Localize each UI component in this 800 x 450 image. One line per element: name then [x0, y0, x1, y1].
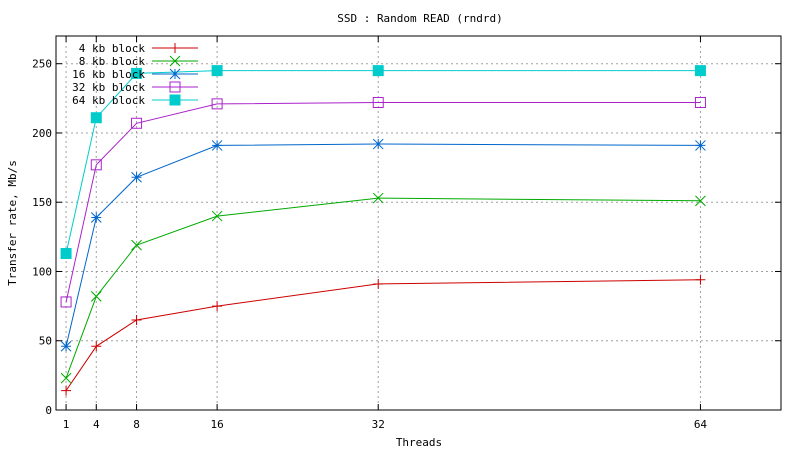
data-point [373, 278, 384, 289]
data-point [90, 212, 102, 223]
legend-marker [169, 68, 181, 80]
legend-label: 4 kb block [79, 42, 146, 55]
legend-label: 8 kb block [79, 55, 146, 68]
x-tick-label: 4 [93, 418, 100, 431]
data-point [372, 65, 384, 77]
legend-marker [170, 43, 180, 53]
legend-label: 64 kb block [72, 94, 145, 107]
x-tick-label: 1 [63, 418, 70, 431]
data-point [90, 159, 102, 171]
x-tick-label: 16 [210, 418, 223, 431]
x-tick-label: 64 [694, 418, 708, 431]
data-point [695, 195, 706, 207]
data-point [90, 112, 102, 124]
data-point [211, 210, 223, 222]
series-2 [60, 192, 706, 384]
data-point [211, 140, 223, 151]
x-tick-label: 8 [133, 418, 140, 431]
data-point [211, 98, 223, 110]
y-tick-label: 250 [32, 58, 52, 71]
legend-marker [169, 81, 181, 93]
data-point [131, 117, 143, 129]
series-3 [60, 138, 706, 352]
x-tick-label: 32 [372, 418, 385, 431]
legend-label: 16 kb block [72, 68, 145, 81]
series-1 [61, 274, 706, 396]
data-point [695, 274, 706, 285]
data-point [695, 140, 706, 151]
series-5 [60, 65, 706, 259]
chart-title: SSD : Random READ (rndrd) [337, 12, 503, 25]
data-point [60, 247, 72, 259]
data-point [90, 291, 102, 302]
data-point [372, 192, 384, 204]
legend-marker [169, 55, 181, 67]
plot-frame [55, 35, 782, 411]
y-tick-label: 200 [32, 127, 52, 140]
data-point [131, 239, 142, 251]
data-point [60, 372, 72, 384]
y-axis-label: Transfer rate, Mb/s [6, 160, 19, 286]
axes: 0 50 100 150 200 250 1 4 8 16 32 64 [32, 36, 781, 431]
legend-label: 32 kb block [72, 81, 145, 94]
data-point [61, 385, 72, 396]
data-point [131, 171, 142, 183]
x-axis-label: Threads [396, 436, 442, 449]
series-4 [60, 96, 706, 308]
series-line [65, 279, 701, 391]
data-point [131, 67, 143, 79]
y-tick-label: 0 [45, 404, 52, 417]
data-point [694, 96, 706, 108]
data-point [372, 96, 384, 108]
data-point [60, 340, 72, 352]
data-point [212, 301, 223, 312]
data-point [131, 314, 142, 325]
series-line [65, 102, 701, 303]
series-line [65, 143, 701, 347]
y-tick-label: 150 [32, 196, 52, 209]
y-tick-label: 50 [39, 335, 52, 348]
data-point [372, 138, 384, 150]
data-point [60, 296, 72, 308]
data-point [91, 341, 102, 352]
series-group [60, 65, 706, 396]
data-point [211, 65, 223, 77]
series-line [65, 197, 701, 379]
data-point [694, 65, 706, 77]
legend-marker [169, 94, 181, 106]
y-tick-label: 100 [32, 265, 52, 278]
grid [56, 36, 781, 410]
